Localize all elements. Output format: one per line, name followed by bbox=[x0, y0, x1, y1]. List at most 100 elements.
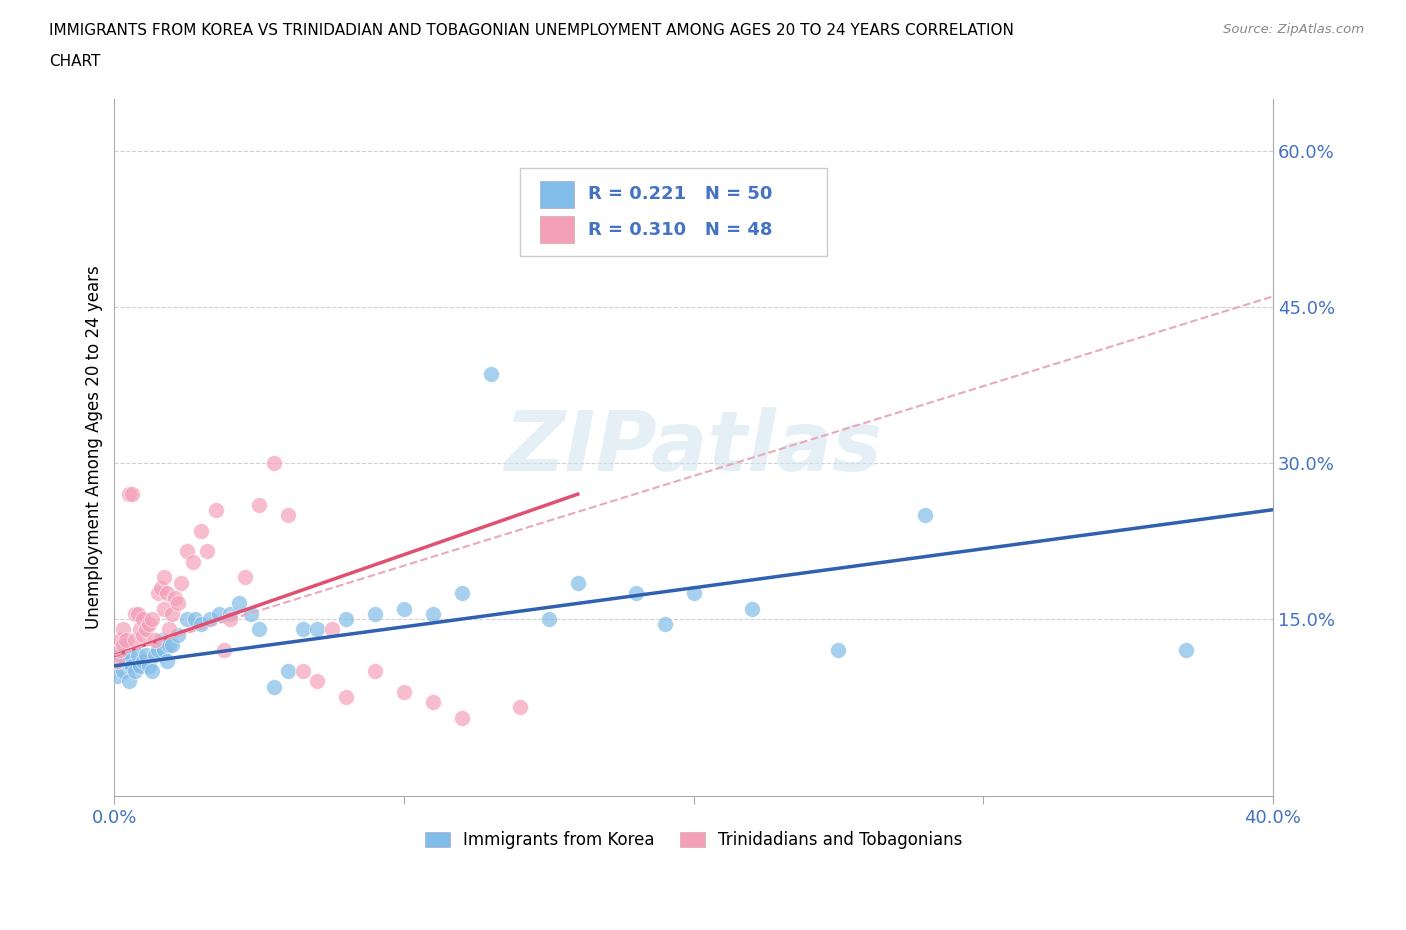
Point bbox=[509, 700, 531, 715]
Point bbox=[108, 648, 131, 663]
Point bbox=[143, 632, 166, 647]
Point bbox=[1174, 643, 1197, 658]
Point bbox=[152, 643, 174, 658]
Point bbox=[141, 664, 163, 679]
Point bbox=[176, 612, 198, 627]
Point bbox=[112, 638, 135, 653]
Point bbox=[135, 622, 157, 637]
Point bbox=[105, 653, 128, 668]
Point bbox=[141, 612, 163, 627]
Point bbox=[138, 617, 160, 631]
FancyBboxPatch shape bbox=[520, 168, 827, 256]
Point bbox=[146, 643, 169, 658]
Point bbox=[146, 586, 169, 601]
FancyBboxPatch shape bbox=[540, 181, 574, 207]
Point bbox=[124, 606, 146, 621]
Point bbox=[159, 622, 181, 637]
Point bbox=[118, 486, 141, 501]
Point bbox=[184, 612, 207, 627]
Point bbox=[190, 523, 212, 538]
Point bbox=[124, 632, 146, 647]
Point bbox=[204, 502, 226, 517]
Point bbox=[392, 684, 415, 699]
Y-axis label: Unemployment Among Ages 20 to 24 years: Unemployment Among Ages 20 to 24 years bbox=[86, 265, 103, 630]
Point bbox=[335, 690, 357, 705]
Point bbox=[741, 601, 763, 616]
Point bbox=[277, 508, 299, 523]
Point bbox=[132, 653, 155, 668]
FancyBboxPatch shape bbox=[540, 217, 574, 243]
Point bbox=[195, 544, 218, 559]
Point bbox=[167, 627, 190, 642]
Point bbox=[112, 664, 135, 679]
Point bbox=[118, 674, 141, 689]
Point bbox=[138, 658, 160, 673]
Point bbox=[165, 591, 187, 605]
Point bbox=[132, 612, 155, 627]
Text: ZIPatlas: ZIPatlas bbox=[505, 406, 883, 488]
Point bbox=[451, 711, 474, 725]
Point bbox=[291, 622, 314, 637]
Point bbox=[152, 570, 174, 585]
Point bbox=[291, 664, 314, 679]
Point bbox=[247, 622, 270, 637]
Point bbox=[155, 653, 177, 668]
Point bbox=[127, 606, 149, 621]
Point bbox=[167, 596, 190, 611]
Point bbox=[422, 695, 444, 710]
Point bbox=[321, 622, 343, 637]
Point bbox=[335, 612, 357, 627]
Text: Source: ZipAtlas.com: Source: ZipAtlas.com bbox=[1223, 23, 1364, 36]
Point bbox=[914, 508, 936, 523]
Point bbox=[364, 664, 387, 679]
Point bbox=[129, 622, 152, 637]
Point bbox=[233, 570, 256, 585]
Point bbox=[121, 486, 143, 501]
Point bbox=[537, 612, 560, 627]
Point bbox=[159, 638, 181, 653]
Point bbox=[108, 632, 131, 647]
Point bbox=[149, 580, 172, 595]
Point bbox=[135, 648, 157, 663]
Point bbox=[112, 622, 135, 637]
Point bbox=[162, 606, 184, 621]
Point bbox=[124, 664, 146, 679]
Point bbox=[115, 632, 138, 647]
Point bbox=[479, 367, 502, 382]
Point bbox=[127, 648, 149, 663]
Text: R = 0.310   N = 48: R = 0.310 N = 48 bbox=[588, 220, 773, 239]
Point bbox=[247, 498, 270, 512]
Point bbox=[239, 606, 262, 621]
Point bbox=[567, 575, 589, 590]
Point bbox=[143, 648, 166, 663]
Point bbox=[121, 658, 143, 673]
Point bbox=[307, 674, 329, 689]
Point bbox=[422, 606, 444, 621]
Point bbox=[190, 617, 212, 631]
Point bbox=[108, 643, 131, 658]
Point bbox=[198, 612, 221, 627]
Point bbox=[208, 606, 231, 621]
Point bbox=[654, 617, 676, 631]
Point bbox=[392, 601, 415, 616]
Point bbox=[115, 653, 138, 668]
Point bbox=[132, 627, 155, 642]
Text: IMMIGRANTS FROM KOREA VS TRINIDADIAN AND TOBAGONIAN UNEMPLOYMENT AMONG AGES 20 T: IMMIGRANTS FROM KOREA VS TRINIDADIAN AND… bbox=[49, 23, 1014, 38]
Point bbox=[624, 586, 647, 601]
Point bbox=[228, 596, 250, 611]
Point bbox=[105, 669, 128, 684]
Point bbox=[129, 658, 152, 673]
Point bbox=[263, 456, 285, 471]
Point bbox=[451, 586, 474, 601]
Point bbox=[152, 601, 174, 616]
Point bbox=[682, 586, 704, 601]
Point bbox=[181, 554, 204, 569]
Point bbox=[162, 638, 184, 653]
Point bbox=[263, 679, 285, 694]
Point bbox=[170, 575, 193, 590]
Point bbox=[307, 622, 329, 637]
Point bbox=[277, 664, 299, 679]
Point bbox=[219, 612, 242, 627]
Point bbox=[118, 648, 141, 663]
Legend: Immigrants from Korea, Trinidadians and Tobagonians: Immigrants from Korea, Trinidadians and … bbox=[416, 823, 970, 857]
